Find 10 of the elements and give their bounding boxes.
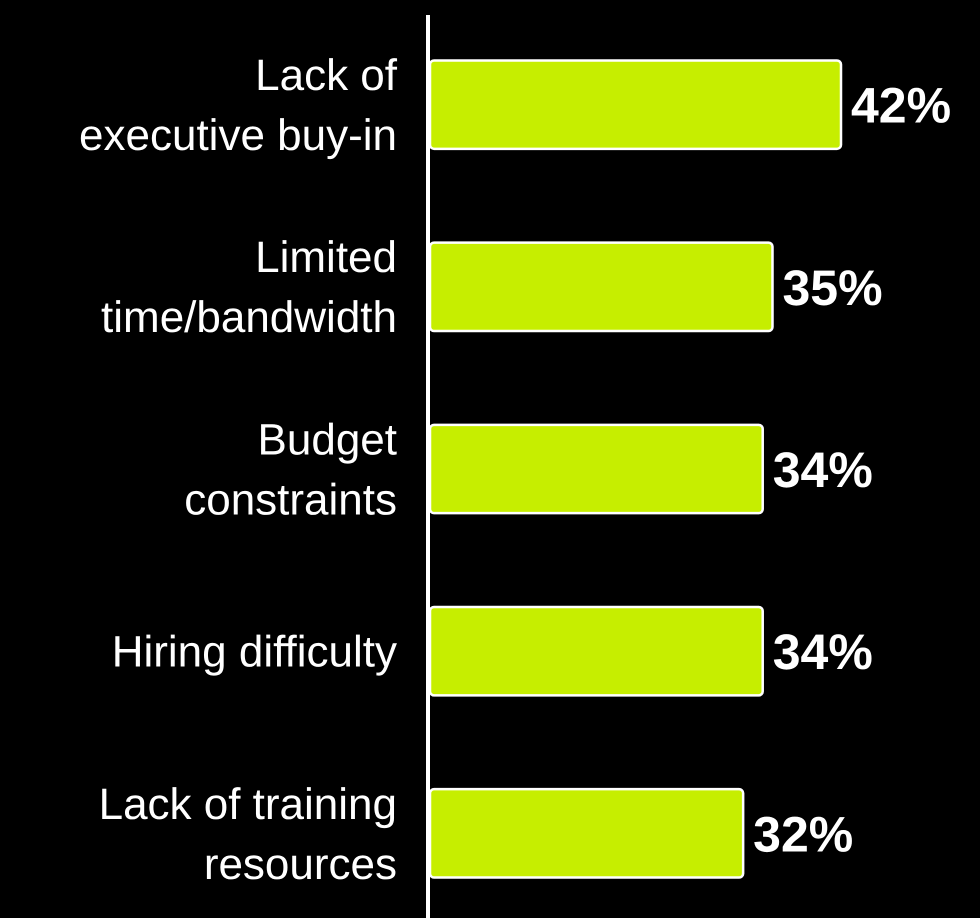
y-tick-label: Lack of executive buy-in: [79, 51, 398, 160]
data-label: 42%: [851, 78, 952, 134]
y-tick-label: Budget constraints: [184, 415, 397, 524]
y-tick-label: Limited time/bandwidth: [101, 233, 397, 342]
y-tick-label: Hiring difficulty: [112, 628, 397, 677]
data-label: 34%: [772, 624, 873, 680]
data-label: 32%: [753, 806, 854, 862]
y-tick-label: Lack of training resources: [98, 780, 397, 889]
data-label: 35%: [782, 260, 883, 316]
data-label: 34%: [772, 442, 873, 498]
